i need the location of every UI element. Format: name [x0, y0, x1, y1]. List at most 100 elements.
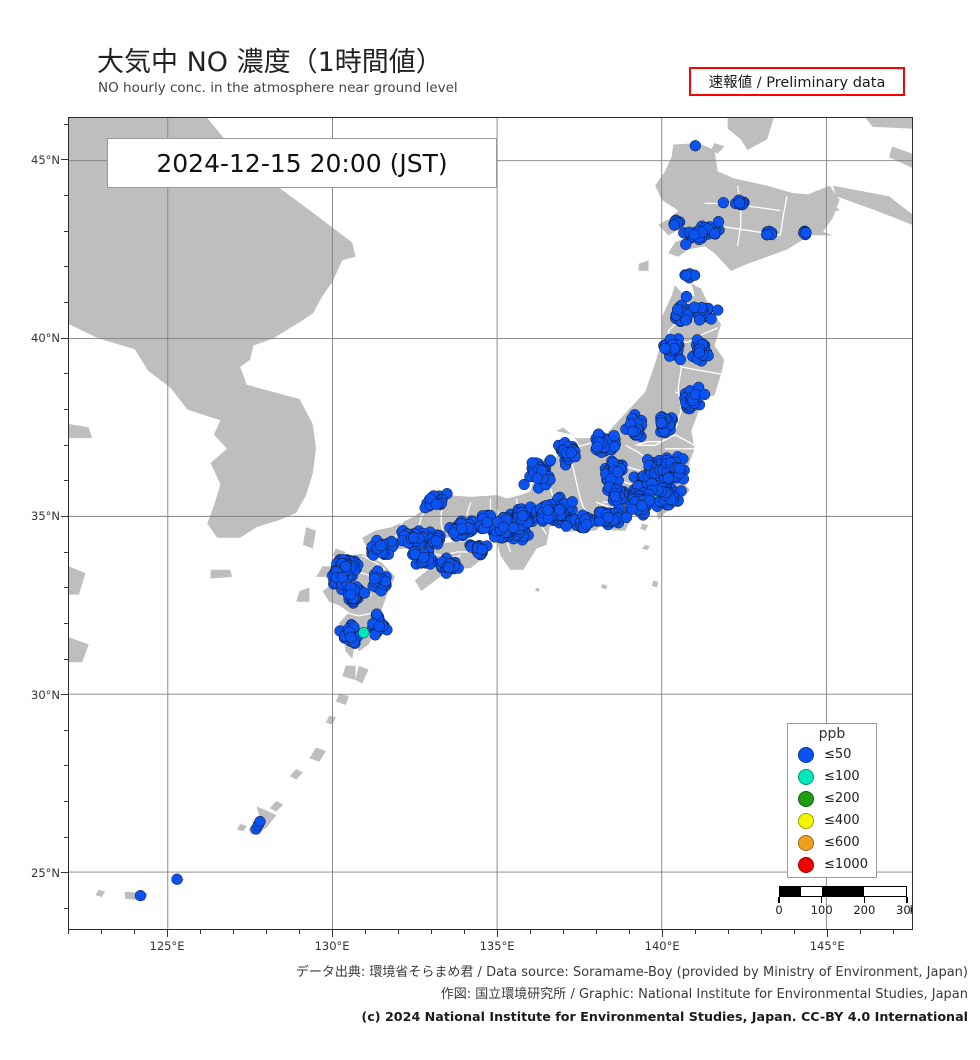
station-marker[interactable] — [544, 454, 557, 466]
station-marker[interactable] — [674, 353, 687, 366]
station-marker[interactable] — [344, 589, 357, 601]
map-plot-area[interactable]: 2024-12-15 20:00 (JST) ppb ≤50 ≤100 ≤200 ≤4… — [68, 117, 913, 930]
station-marker[interactable] — [612, 466, 624, 478]
station-marker[interactable] — [705, 313, 717, 325]
landmass-tsushima — [302, 527, 317, 549]
station-marker[interactable] — [761, 229, 773, 241]
landmass-tanegashima — [355, 665, 369, 684]
station-marker[interactable] — [709, 228, 721, 240]
landmass-kuril-n — [865, 118, 912, 129]
legend-item-4: ≤600 — [788, 832, 876, 854]
station-marker[interactable] — [430, 535, 442, 547]
x-axis-minor-tick — [859, 930, 861, 934]
station-marker[interactable] — [542, 504, 554, 516]
station-marker[interactable] — [368, 573, 381, 585]
y-axis-minor-tick — [64, 301, 68, 303]
station-marker[interactable] — [608, 441, 621, 453]
footer-graphic-credit: 作図: 国立環境研究所 / Graphic: National Institut… — [440, 987, 968, 1002]
station-marker[interactable] — [608, 430, 620, 442]
station-marker[interactable] — [712, 304, 724, 316]
station-marker[interactable] — [698, 388, 711, 401]
x-axis-minor-tick — [67, 930, 69, 934]
station-marker[interactable] — [371, 608, 383, 620]
station-marker[interactable] — [636, 500, 648, 512]
station-marker[interactable] — [602, 511, 615, 524]
station-marker[interactable] — [680, 290, 693, 303]
x-axis-minor-tick — [100, 930, 102, 934]
station-marker[interactable] — [456, 522, 468, 535]
y-axis-minor-tick — [64, 658, 68, 660]
station-marker[interactable] — [358, 587, 371, 599]
station-marker[interactable] — [254, 815, 266, 828]
y-axis-minor-tick — [64, 801, 68, 803]
scale-tick-200 — [863, 897, 865, 903]
station-marker[interactable] — [565, 447, 577, 459]
station-marker[interactable] — [581, 518, 593, 531]
station-marker[interactable] — [340, 560, 352, 573]
station-marker[interactable] — [566, 496, 578, 508]
y-axis-label-45: 45°N — [31, 152, 60, 167]
station-marker[interactable] — [688, 301, 701, 313]
landmass-kume — [236, 824, 247, 832]
x-axis-label-125: 125°E — [149, 939, 185, 953]
station-marker[interactable] — [609, 490, 621, 503]
station-marker[interactable] — [712, 216, 725, 228]
station-marker[interactable] — [655, 417, 667, 429]
station-marker[interactable] — [693, 347, 705, 359]
station-marker[interactable] — [476, 543, 488, 556]
station-marker[interactable] — [518, 478, 530, 491]
x-axis-minor-tick — [133, 930, 135, 934]
station-marker[interactable] — [134, 889, 147, 902]
station-marker[interactable] — [680, 314, 692, 326]
station-marker[interactable] — [443, 561, 455, 574]
y-axis-label-25: 25°N — [31, 865, 60, 880]
x-axis-minor-tick — [199, 930, 201, 934]
landmass-islet-b — [534, 587, 540, 592]
station-marker[interactable] — [171, 873, 183, 885]
legend-rows: ≤50 ≤100 ≤200 ≤400 ≤600 ≤1000 — [788, 744, 876, 876]
station-marker[interactable] — [531, 472, 543, 484]
station-marker[interactable] — [680, 270, 692, 282]
station-marker[interactable] — [507, 522, 520, 534]
station-marker[interactable] — [659, 342, 671, 355]
station-marker[interactable] — [688, 229, 700, 241]
landmass-tokunoshima — [289, 768, 303, 780]
station-marker[interactable] — [375, 539, 387, 552]
station-marker[interactable] — [517, 510, 529, 522]
station-marker[interactable] — [680, 238, 692, 250]
station-marker[interactable] — [733, 197, 746, 209]
station-marker[interactable] — [626, 503, 638, 515]
station-marker[interactable] — [717, 197, 729, 209]
legend-item-3: ≤400 — [788, 810, 876, 832]
station-marker[interactable] — [693, 314, 706, 326]
station-marker[interactable] — [498, 521, 510, 534]
station-marker[interactable] — [554, 504, 566, 516]
station-marker[interactable] — [671, 303, 684, 315]
landmass-china-coast — [69, 637, 89, 663]
station-marker[interactable] — [674, 462, 686, 474]
station-marker[interactable] — [620, 511, 633, 524]
station-marker[interactable] — [800, 226, 812, 239]
station-marker[interactable] — [430, 498, 443, 510]
footer-data-source: データ出典: 環境省そらまめ君 / Data source: Soramame-… — [295, 965, 968, 980]
legend-item-label: ≤400 — [824, 813, 860, 828]
station-marker[interactable] — [560, 520, 572, 532]
station-marker[interactable] — [626, 425, 639, 437]
prefecture-border-1 — [635, 284, 692, 446]
x-axis-minor-tick — [529, 930, 531, 934]
station-marker[interactable] — [373, 620, 385, 632]
legend-item-1: ≤100 — [788, 766, 876, 788]
station-marker[interactable] — [591, 441, 603, 453]
station-marker[interactable] — [689, 140, 701, 152]
station-marker[interactable] — [418, 552, 430, 564]
station-marker[interactable] — [481, 516, 493, 529]
station-marker[interactable] — [336, 571, 348, 584]
station-marker[interactable] — [358, 627, 370, 639]
scale-bar-ticks — [778, 897, 908, 903]
landmass-goto — [296, 587, 310, 602]
station-marker[interactable] — [668, 219, 680, 231]
y-axis-label-35: 35°N — [31, 509, 60, 524]
station-marker[interactable] — [407, 532, 420, 544]
station-marker[interactable] — [662, 472, 674, 484]
station-marker[interactable] — [345, 631, 357, 643]
